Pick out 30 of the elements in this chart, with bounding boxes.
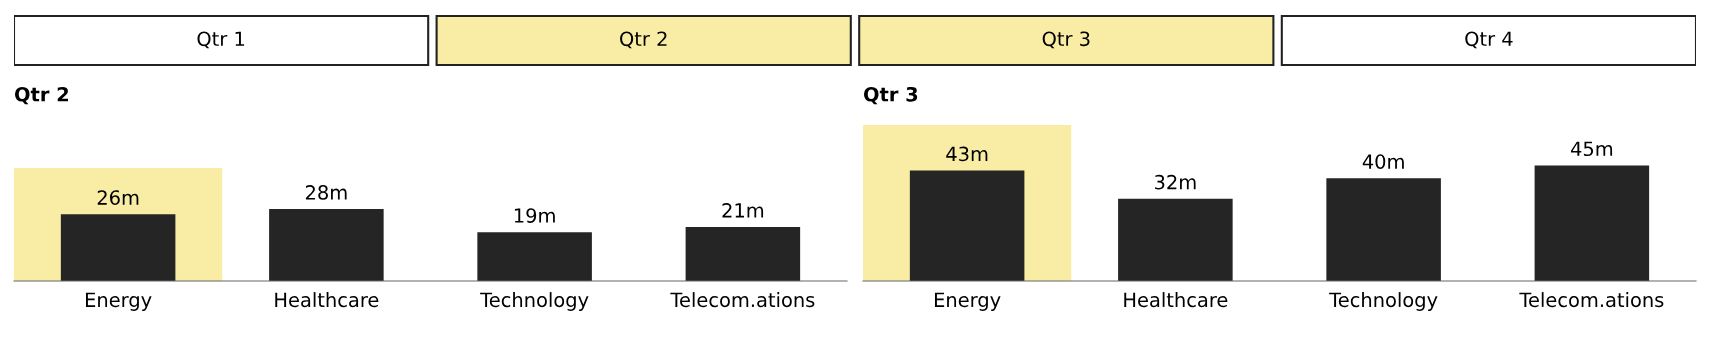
chart-title: Qtr 2 (14, 86, 69, 105)
bar (1534, 165, 1650, 281)
data-label: 40m (1362, 154, 1404, 169)
bar (1118, 198, 1233, 281)
data-label: 21m (722, 203, 764, 218)
x-tick-label: Energy (85, 292, 152, 311)
bar (477, 232, 592, 281)
bar (685, 227, 801, 281)
x-tick-label: Telecom.ations (670, 292, 815, 308)
data-label: 43m (946, 146, 988, 162)
category-label: Qtr 1 (197, 31, 245, 49)
x-tick-label: Healthcare (275, 292, 379, 308)
category-label: Qtr 4 (1465, 31, 1513, 49)
x-tick-label: Technology (480, 292, 589, 311)
data-label: 26m (97, 190, 139, 205)
data-label: 32m (1155, 174, 1196, 190)
x-tick-label: Technology (1329, 292, 1438, 311)
bar (60, 214, 176, 281)
category-label: Qtr 3 (1042, 31, 1090, 49)
bar (1326, 178, 1441, 281)
x-tick-label: Healthcare (1124, 292, 1228, 308)
chart-title: Qtr 3 (863, 86, 918, 105)
x-tick-label: Energy (934, 292, 1001, 311)
bar (269, 209, 384, 281)
data-label: 19m (514, 208, 555, 223)
data-label: 28m (305, 185, 347, 200)
data-label: 45m (1570, 141, 1613, 157)
bar (909, 170, 1025, 281)
x-tick-label: Telecom.ations (1519, 292, 1664, 308)
category-label: Qtr 2 (620, 31, 667, 49)
